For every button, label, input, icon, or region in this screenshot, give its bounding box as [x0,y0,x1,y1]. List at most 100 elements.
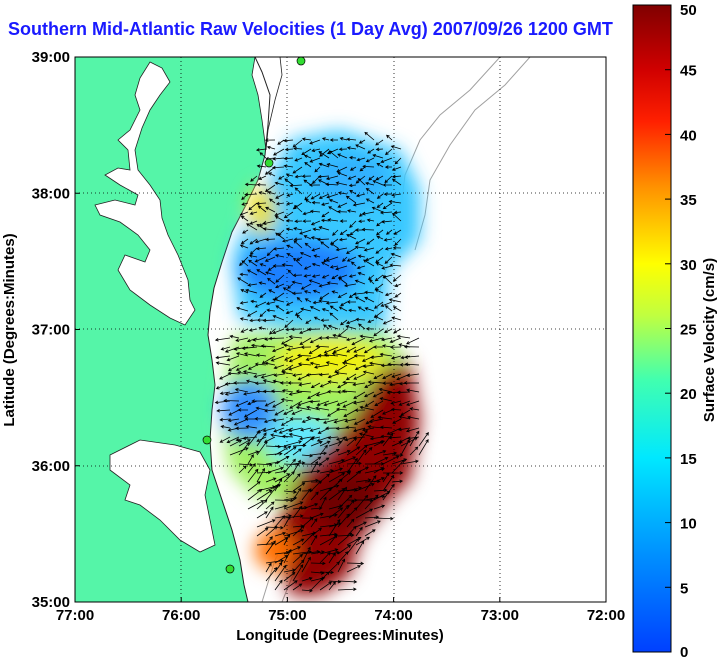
velocity-arrow [286,201,294,206]
velocity-arrow [328,507,344,519]
velocity-arrow [256,432,267,447]
velocity-arrow [340,319,348,326]
velocity-arrow [227,371,240,376]
velocity-arrow [307,391,321,399]
colorbar-tick-label: 15 [680,451,697,468]
velocity-arrow [265,540,276,555]
velocity-arrow [310,577,324,591]
velocity-arrow [296,296,303,303]
albemarle-sound-water [109,439,216,553]
velocity-arrow [262,379,276,384]
velocity-arrow [256,499,268,510]
velocity-arrow [319,457,330,465]
velocity-arrow [297,400,312,407]
velocity-arrow [368,418,384,424]
velocity-arrow [366,238,375,245]
velocity-arrow [327,373,339,379]
velocity-arrow [247,454,254,465]
velocity-arrow [288,427,303,433]
velocity-arrow [319,148,330,157]
velocity-arrow [281,434,294,439]
velocity-arrow [346,446,361,456]
velocity-arrow [281,389,294,393]
velocity-arrow [226,355,240,362]
velocity-arrow [325,301,339,305]
x-tick-label: 73:00 [481,607,519,624]
velocity-arrow [287,283,294,289]
velocity-arrow [365,181,375,186]
velocity-arrow [256,353,267,357]
velocity-arrow [392,306,402,312]
velocity-arrow [327,380,339,384]
velocity-arrow [304,162,312,168]
velocity-arrow [292,487,302,501]
radar-stations [202,57,306,574]
velocity-arrow [359,334,375,339]
velocity-arrow [354,364,366,371]
velocity-arrow [366,218,375,222]
colorbar-label: Surface Velocity (cm/s) [701,258,718,422]
velocity-arrow [328,550,340,555]
velocity-arrow [269,328,276,335]
velocity-arrow [311,274,321,278]
velocity-arrow [249,238,258,245]
colorbar-tick-label: 30 [680,257,697,274]
velocity-arrow [346,538,360,555]
velocity-arrow [292,559,305,573]
velocity-arrow [347,175,357,180]
velocity-arrow [247,364,258,370]
velocity-arrow [329,305,339,312]
velocity-arrow [341,389,357,393]
velocity-arrow [310,518,318,528]
velocity-arrow [359,405,375,411]
velocity-arrow [337,449,351,456]
velocity-arrow [367,274,375,280]
velocity-arrow [384,292,393,297]
velocity-arrow [368,337,384,343]
velocity-arrow [259,263,267,267]
velocity-arrow [403,344,420,349]
velocity-arrow [236,306,249,312]
velocity-arrow [328,504,344,510]
velocity-arrow [310,480,322,492]
velocity-arrow [301,532,315,546]
velocity-arrow [384,175,393,184]
velocity-arrow [373,516,394,521]
velocity-arrow [365,198,375,204]
velocity-arrow [292,564,304,582]
velocity-arrow [239,211,249,216]
velocity-arrow [409,407,420,411]
velocity-arrow [274,409,285,416]
velocity-arrow [355,238,366,245]
velocity-arrow [283,546,301,555]
velocity-arrow [283,490,297,494]
y-tick-label: 38:00 [32,185,70,202]
velocity-arrow [241,260,249,267]
velocity-arrow [293,257,303,267]
velocity-arrow [403,381,420,385]
velocity-arrow [288,335,303,339]
velocity-arrow [337,153,348,159]
velocity-arrow [265,559,285,564]
velocity-arrow [255,148,267,152]
velocity-arrow [393,210,402,215]
velocity-arrow [247,468,259,483]
velocity-arrow [373,450,387,456]
velocity-arrow [247,500,265,510]
velocity-arrow [328,198,339,204]
velocity-arrow [262,227,276,231]
velocity-arrow [375,139,384,146]
velocity-arrow [283,471,295,483]
velocity-arrow [281,263,294,267]
velocity-arrow [363,247,375,252]
velocity-arrow [318,162,330,168]
velocity-arrow [358,432,375,438]
velocity-arrow [272,400,285,408]
colorbar-tick-label: 40 [680,127,697,144]
velocity-arrow [303,290,312,294]
velocity-arrow [319,440,331,447]
velocity-arrow [369,355,384,360]
velocity-arrow [274,455,290,465]
velocity-arrow [274,215,285,222]
velocity-arrow [310,193,321,200]
